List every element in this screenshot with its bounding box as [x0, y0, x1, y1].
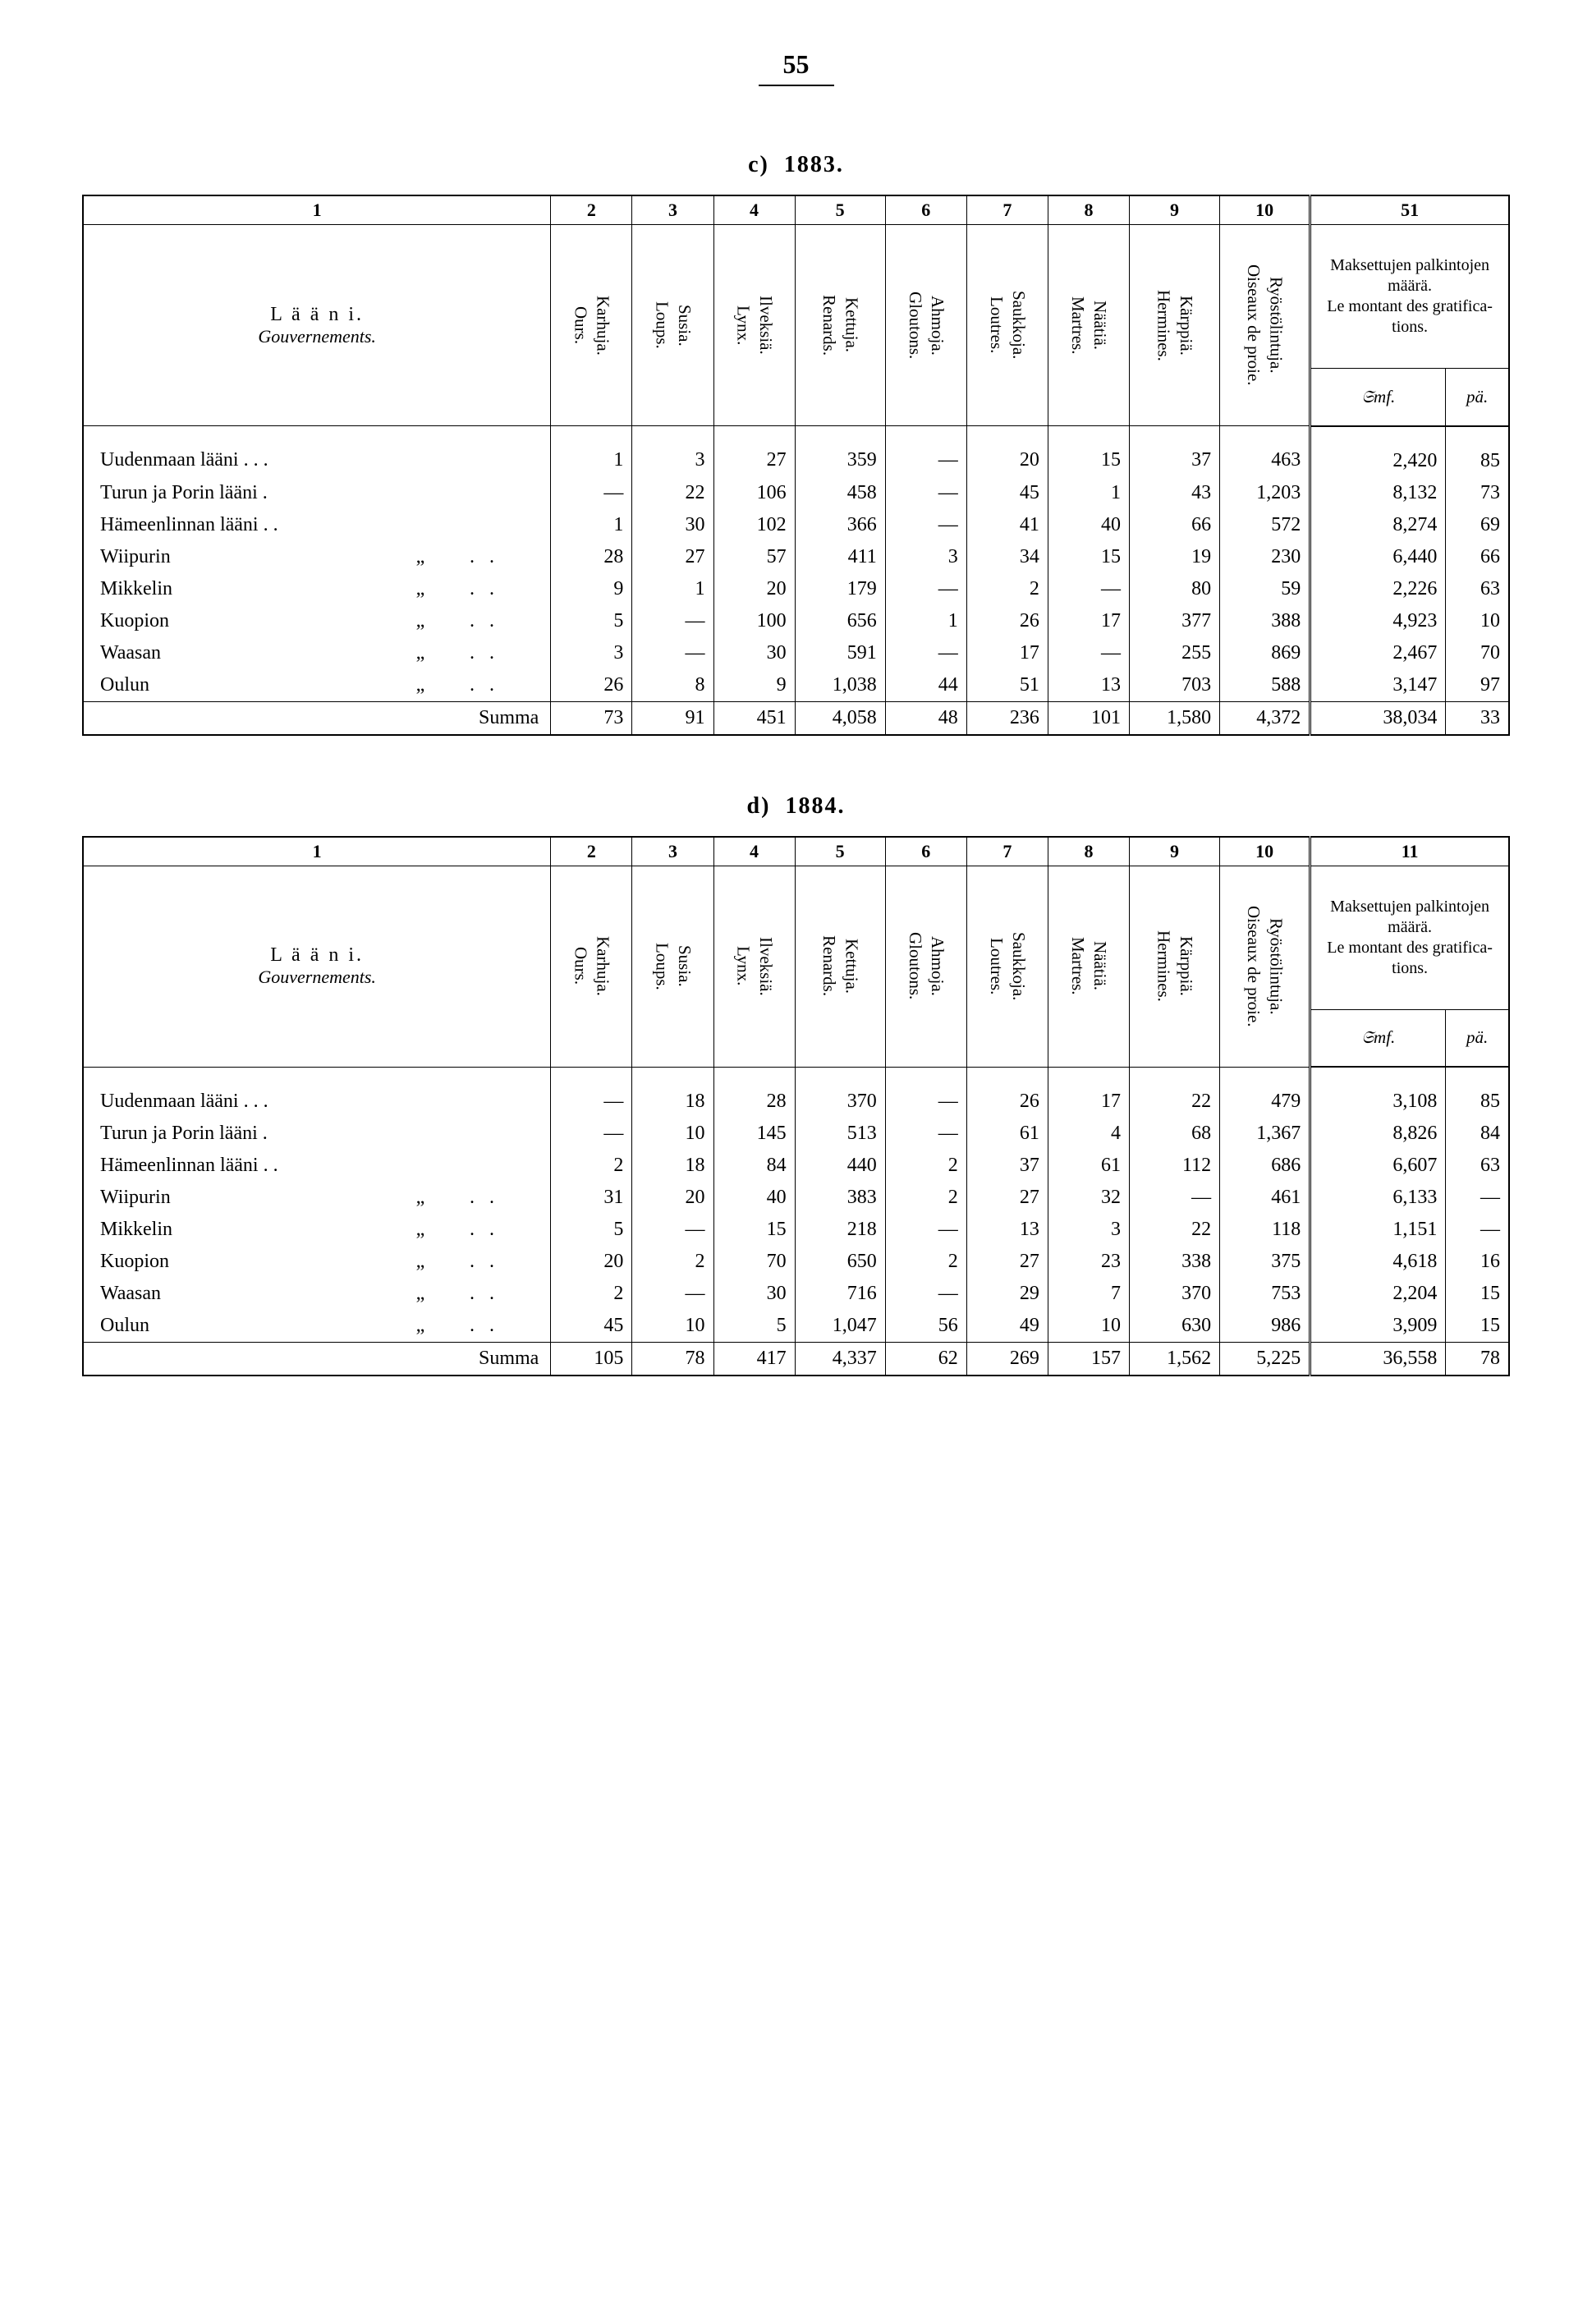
table-c-label: c) 1883.	[82, 152, 1510, 178]
table-row: Hämeenlinnan lääni . .218844402376111268…	[83, 1150, 1509, 1182]
table-row: Waasan„. .2—30716—2973707532,20415	[83, 1278, 1509, 1310]
table-row: Turun ja Porin lääni .—22106458—451431,2…	[83, 477, 1509, 509]
table-row: Turun ja Porin lääni .—10145513—614681,3…	[83, 1118, 1509, 1150]
table-d-label: d) 1884.	[82, 793, 1510, 820]
col-gov: L ä ä n i. Gouvernements.	[83, 225, 551, 426]
table-row: Mikkelin„. .5—15218—133221181,151—	[83, 1214, 1509, 1246]
page-number: 55	[759, 49, 834, 86]
table-1883: 1 2 3 4 5 6 7 8 9 10 51 L ä ä n i. Gouve…	[82, 195, 1510, 736]
table-row: Waasan„. .3—30591—17—2558692,46770	[83, 637, 1509, 669]
table-row: Kuopion„. .5—100656126173773884,92310	[83, 605, 1509, 637]
table-row: Wiipurin„. .31204038322732—4616,133—	[83, 1182, 1509, 1214]
table-row: Oulun„. .26891,0384451137035883,14797	[83, 669, 1509, 702]
table-1884: 1 2 3 4 5 6 7 8 9 10 11 L ä ä n i. Gouve…	[82, 836, 1510, 1377]
table-row: Wiipurin„. .28275741133415192306,44066	[83, 541, 1509, 573]
table-row: Uudenmaan lääni . . .—1828370—2617224793…	[83, 1067, 1509, 1118]
table-row: Hämeenlinnan lääni . .130102366—41406657…	[83, 509, 1509, 541]
table-row: Oulun„. .451051,0475649106309863,90915	[83, 1310, 1509, 1343]
table-row: Uudenmaan lääni . . .1327359—2015374632,…	[83, 426, 1509, 477]
table-row: Mikkelin„. .9120179—2—80592,22663	[83, 573, 1509, 605]
table-row: Kuopion„. .20270650227233383754,61816	[83, 1246, 1509, 1278]
